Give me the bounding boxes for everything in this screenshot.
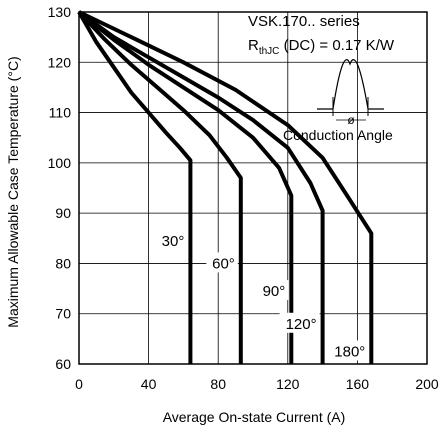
series-line-1 [77,10,243,364]
y-tick-label-130: 130 [48,4,72,20]
x-axis-title: Average On-state Current (A) [163,409,346,425]
thermal-resistance-annotation: RthJC (DC) = 0.17 K/W [248,37,395,57]
series-name-annotation: VSK.170.. series [248,13,360,30]
phi-symbol: ø [347,113,355,127]
grid [79,12,427,364]
y-tick-label-70: 70 [55,306,71,322]
y-tick-label-80: 80 [55,255,71,271]
x-tick-labels: 0 40 80 120 160 200 [75,376,439,392]
series-line-3 [77,10,325,364]
y-tick-label-100: 100 [48,155,72,171]
y-tick-labels: 60 70 80 90 100 110 120 130 [48,4,72,372]
series-label-bg-3 [279,312,320,333]
x-tick-label-160: 160 [346,376,370,392]
y-tick-label-110: 110 [49,105,72,121]
sine-hump-shape [317,59,384,110]
series-line-4 [78,10,374,364]
series-label-bg-0 [155,229,188,250]
series-labels: 30° 60° 90°120° 180° [155,229,369,361]
x-tick-label-200: 200 [415,376,439,392]
y-tick-label-120: 120 [48,54,72,70]
series-label-3: 120° [286,316,317,333]
conduction-angle-icon: ø [317,59,384,127]
series-label-4: 180° [334,343,365,360]
conduction-angle-label: Conduction Angle [283,127,393,143]
x-tick-label-40: 40 [141,376,157,392]
series-label-1: 60° [212,255,235,272]
y-tick-label-60: 60 [55,356,71,372]
y-axis-title: Maximum Allowable Case Temperature (°C) [5,56,21,327]
annotation-box: VSK.170.. series RthJC (DC) = 0.17 K/W ø… [248,13,395,143]
x-tick-label-80: 80 [210,376,226,392]
y-tick-label-90: 90 [55,205,71,221]
x-tick-label-120: 120 [276,376,300,392]
series-group [77,10,374,364]
series-label-bg-1 [206,252,238,273]
series-label-bg-2 [256,280,289,301]
series-label-0: 30° [162,233,185,250]
series-label-bg-4 [328,340,369,361]
x-tick-label-0: 0 [75,376,83,392]
series-label-2: 90° [263,283,286,300]
series-line-2 [77,10,294,364]
plot-frame [78,11,428,365]
series-line-0 [77,11,193,364]
